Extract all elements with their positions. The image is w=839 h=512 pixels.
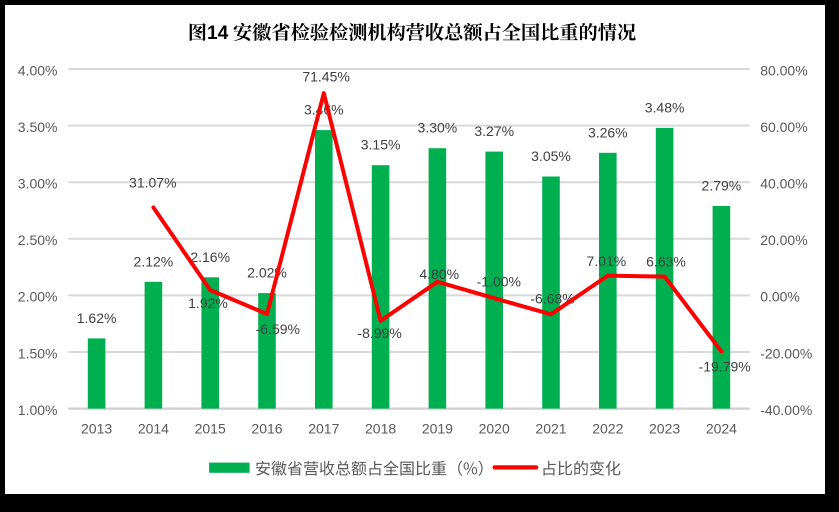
svg-text:1.00%: 1.00% [18, 402, 58, 418]
svg-text:40.00%: 40.00% [760, 176, 807, 192]
svg-text:-20.00%: -20.00% [760, 345, 812, 361]
svg-text:2017: 2017 [308, 421, 339, 437]
svg-text:-19.79%: -19.79% [699, 359, 751, 375]
svg-text:3.30%: 3.30% [418, 120, 458, 136]
svg-text:0.00%: 0.00% [760, 289, 800, 305]
svg-text:2020: 2020 [479, 421, 510, 437]
svg-text:2.79%: 2.79% [702, 178, 742, 194]
svg-text:2024: 2024 [706, 421, 737, 437]
svg-text:2.12%: 2.12% [134, 253, 174, 269]
svg-text:3.46%: 3.46% [304, 102, 344, 118]
svg-text:3.27%: 3.27% [474, 123, 514, 139]
svg-text:20.00%: 20.00% [760, 232, 807, 248]
svg-text:14: 14 [207, 23, 229, 44]
svg-text:2.16%: 2.16% [190, 249, 230, 265]
svg-text:4.80%: 4.80% [419, 266, 459, 282]
svg-text:2015: 2015 [195, 421, 226, 437]
svg-text:71.45%: 71.45% [302, 68, 349, 84]
svg-text:3.05%: 3.05% [531, 148, 571, 164]
svg-text:2021: 2021 [535, 421, 566, 437]
svg-text:2023: 2023 [649, 421, 680, 437]
svg-text:-40.00%: -40.00% [760, 402, 812, 418]
svg-text:3.48%: 3.48% [645, 99, 685, 115]
svg-text:3.50%: 3.50% [18, 119, 58, 135]
svg-text:-6.68%: -6.68% [530, 291, 574, 307]
svg-text:2022: 2022 [592, 421, 623, 437]
svg-text:2.50%: 2.50% [18, 232, 58, 248]
svg-text:60.00%: 60.00% [760, 119, 807, 135]
svg-text:6.63%: 6.63% [646, 254, 686, 270]
svg-text:2019: 2019 [422, 421, 453, 437]
svg-text:31.07%: 31.07% [129, 175, 176, 191]
svg-text:2016: 2016 [251, 421, 282, 437]
svg-text:80.00%: 80.00% [760, 62, 807, 78]
svg-text:1.62%: 1.62% [77, 310, 117, 326]
svg-text:1.50%: 1.50% [18, 345, 58, 361]
svg-text:-6.59%: -6.59% [256, 321, 300, 337]
svg-text:2018: 2018 [365, 421, 396, 437]
svg-text:2013: 2013 [81, 421, 112, 437]
svg-text:3.00%: 3.00% [18, 176, 58, 192]
svg-text:2014: 2014 [138, 421, 169, 437]
svg-text:3.26%: 3.26% [588, 124, 628, 140]
svg-text:4.00%: 4.00% [18, 62, 58, 78]
svg-text:-1.00%: -1.00% [477, 273, 521, 289]
svg-text:2.00%: 2.00% [18, 289, 58, 305]
svg-text:3.15%: 3.15% [361, 137, 401, 153]
svg-text:-8.99%: -8.99% [357, 325, 401, 341]
svg-text:7.01%: 7.01% [587, 253, 627, 269]
svg-text:1.92%: 1.92% [188, 295, 228, 311]
